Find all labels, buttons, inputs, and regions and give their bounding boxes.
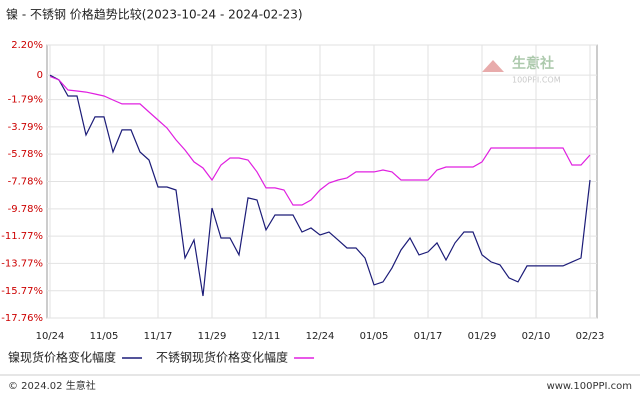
y-tick-label: -1.79% [8,95,43,106]
legend-label: 不锈钢现货价格变化幅度 [156,350,288,365]
y-tick-label: 2.20% [11,40,43,51]
chart-title: 镍 - 不锈钢 价格趋势比较(2023-10-24 - 2024-02-23) [6,7,303,22]
y-tick-label: -5.78% [8,149,43,160]
footer-right: www.100PPI.com [547,381,632,392]
y-tick-label: -11.77% [1,231,43,242]
x-tick-label: 11/17 [144,331,173,342]
series-line [49,74,591,297]
x-tick-label: 12/24 [306,331,335,342]
x-tick-label: 11/29 [198,331,227,342]
x-tick-label: 02/10 [522,331,551,342]
y-tick-label: 0 [37,70,43,81]
y-tick-label: -9.78% [8,204,43,215]
x-tick-label: 02/23 [576,331,605,342]
legend-label: 镍现货价格变化幅度 [8,350,116,365]
y-tick-label: -3.79% [8,122,43,133]
watermark-text: 生意社 [512,55,554,72]
footer-left: © 2024.02 生意社 [8,379,96,392]
y-tick-label: -13.77% [1,258,43,269]
x-tick-label: 01/29 [468,331,497,342]
x-tick-label: 11/05 [90,331,119,342]
series-line [49,75,591,206]
x-tick-label: 01/17 [414,331,443,342]
y-tick-label: -17.76% [1,313,43,324]
x-tick-label: 10/24 [36,331,65,342]
x-tick-label: 01/05 [360,331,389,342]
x-tick-label: 12/11 [252,331,281,342]
watermark-icon [482,60,504,72]
y-tick-label: -7.78% [8,177,43,188]
y-tick-label: -15.77% [1,286,43,297]
